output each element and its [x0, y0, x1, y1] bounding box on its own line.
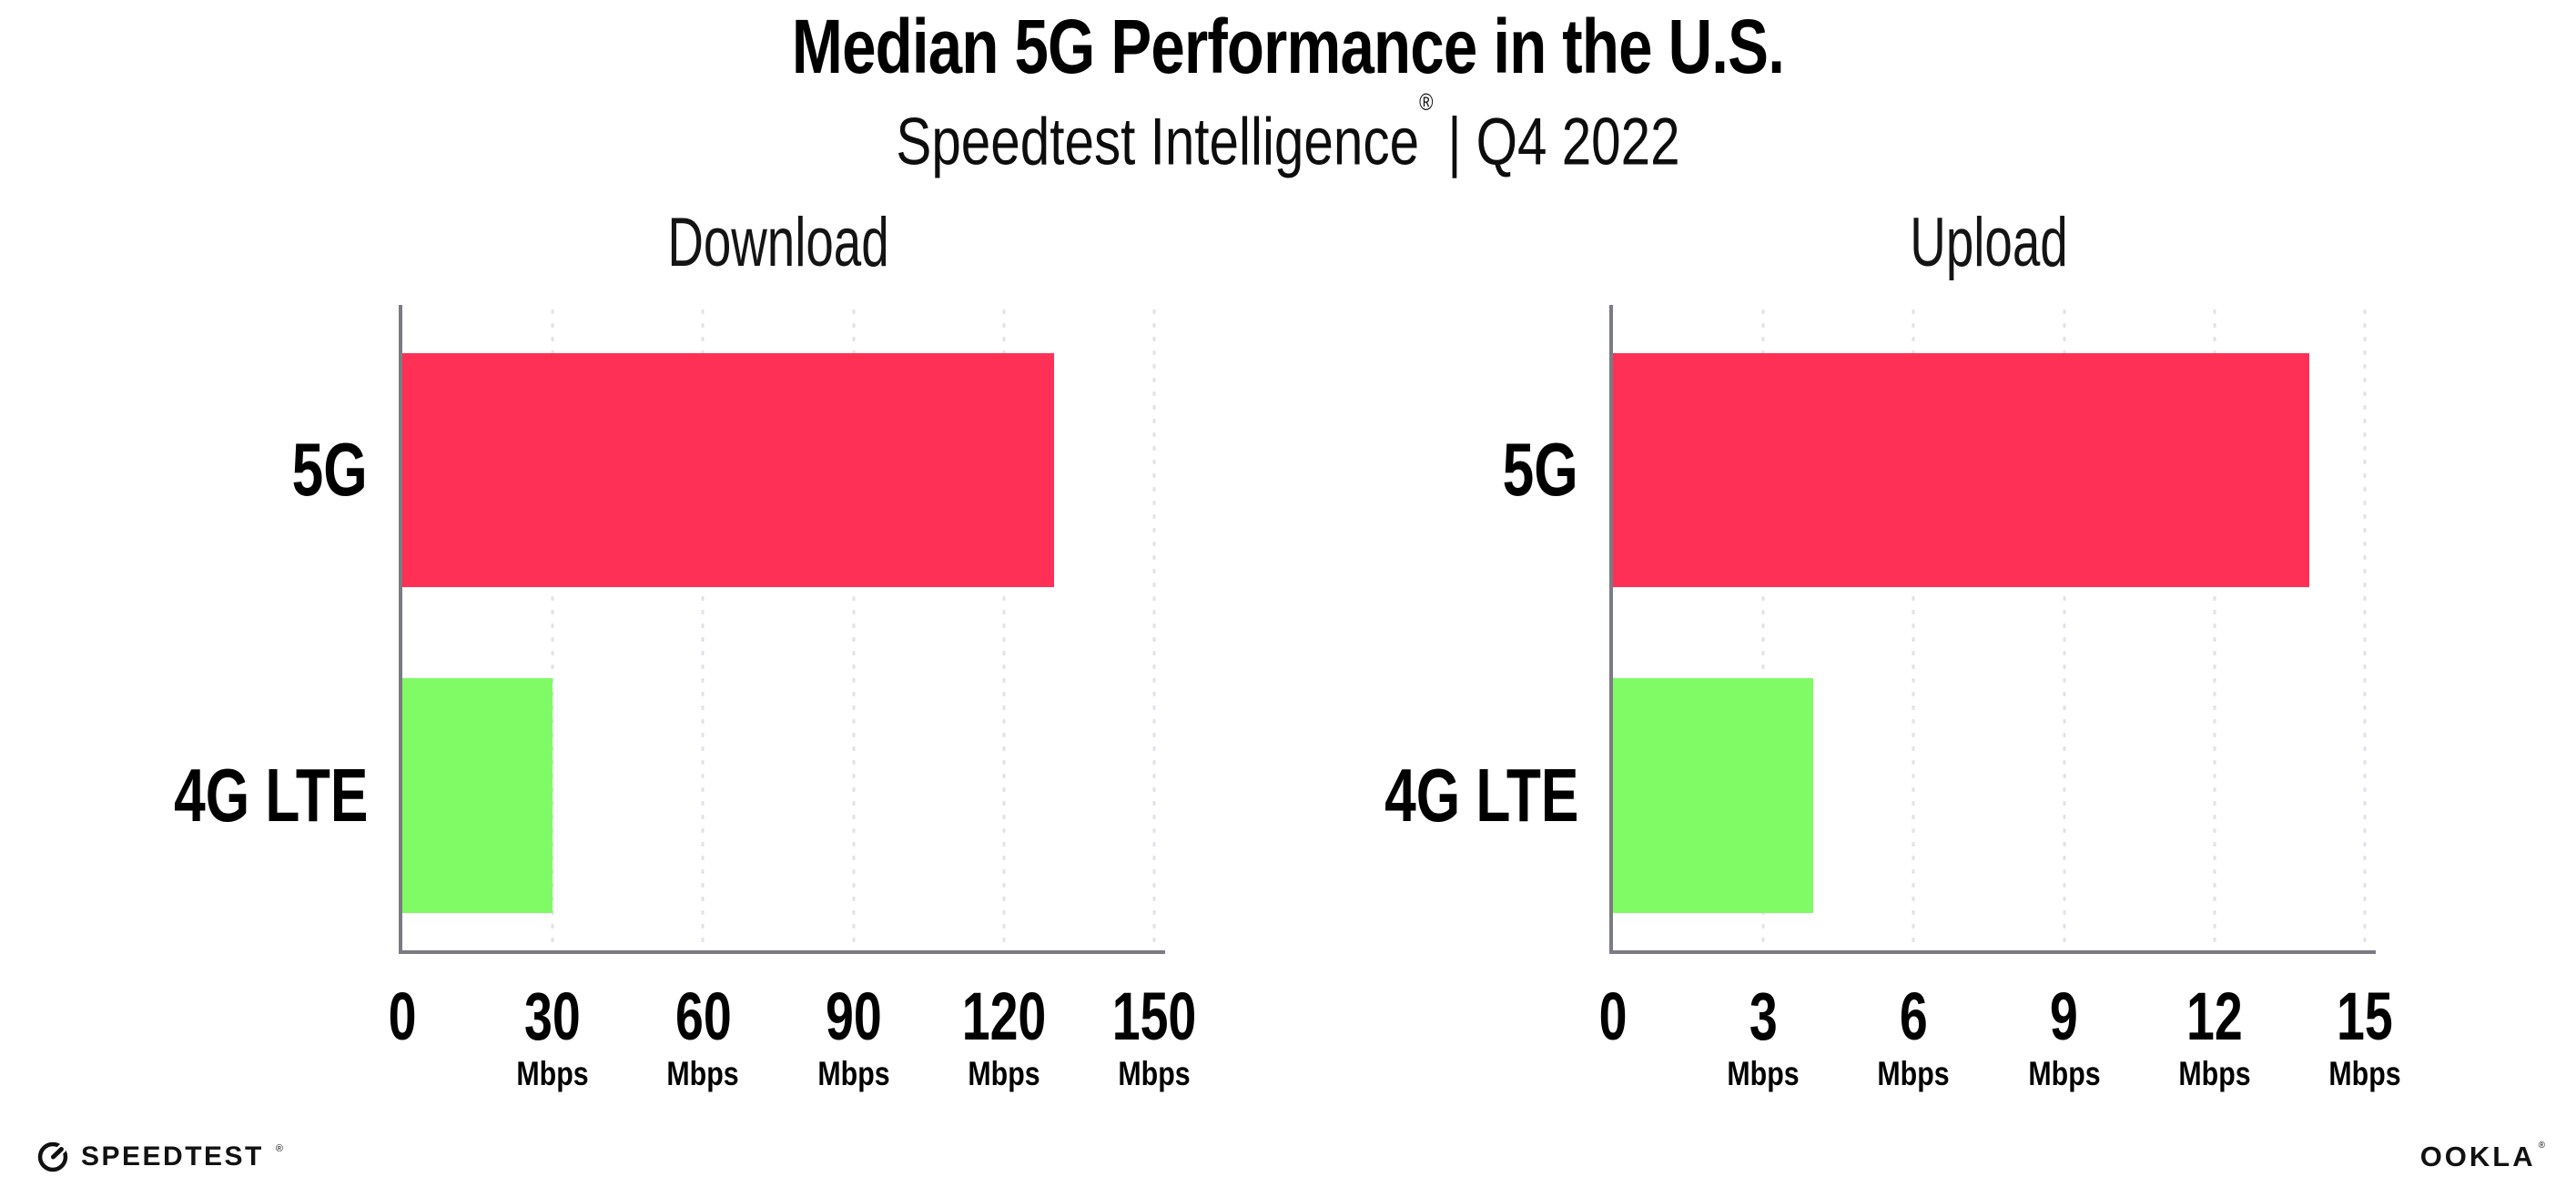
- axis-tick-unit: Mbps: [2027, 1055, 2101, 1092]
- ookla-registered-icon: ®: [2538, 1141, 2545, 1151]
- axis-tick-value: 3: [1749, 979, 1778, 1054]
- page-title: Median 5G Performance in the U.S.: [791, 4, 1785, 89]
- chart-title-download: Download: [667, 204, 889, 281]
- axis-tick-60: 60 Mbps: [659, 983, 747, 1092]
- category-label-4g-lte: 4G LTE: [173, 753, 368, 837]
- axis-tick-unit: Mbps: [1727, 1055, 1800, 1092]
- axis-tick-value: 15: [2337, 979, 2393, 1054]
- subtitle-brand: Speedtest Intelligence: [896, 105, 1420, 179]
- axis-tick-value: 0: [388, 979, 417, 1054]
- axis-tick-unit: Mbps: [2178, 1055, 2251, 1092]
- axis-tick-30: 30 Mbps: [509, 983, 597, 1092]
- gridline-15: [2363, 305, 2367, 950]
- x-axis-line: [1609, 950, 2376, 954]
- speedtest-wordmark: SPEEDTEST: [81, 1141, 264, 1172]
- axis-tick-0: 0: [383, 983, 421, 1050]
- axis-tick-0: 0: [1594, 983, 1631, 1050]
- axis-tick-9: 9 Mbps: [2020, 983, 2108, 1092]
- category-label-5g: 5G: [291, 427, 368, 512]
- gridline-120: [1002, 305, 1006, 950]
- axis-tick-150: 150 Mbps: [1098, 983, 1210, 1092]
- ookla-logo: OOKLA ®: [2419, 1141, 2545, 1172]
- speedtest-gauge-icon: [37, 1141, 68, 1172]
- subtitle-separator: |: [1447, 105, 1462, 179]
- gridline-9: [2063, 305, 2066, 950]
- axis-tick-unit: Mbps: [516, 1055, 589, 1092]
- gridline-6: [1912, 305, 1915, 950]
- gridline-150: [1152, 305, 1156, 950]
- axis-tick-unit: Mbps: [1118, 1055, 1191, 1092]
- axis-tick-3: 3 Mbps: [1719, 983, 1808, 1092]
- bar-4g-lte: [1613, 678, 1814, 913]
- x-axis-line: [399, 950, 1165, 954]
- gridline-30: [551, 305, 554, 950]
- axis-tick-15: 15 Mbps: [2321, 983, 2409, 1092]
- axis-tick-value: 120: [961, 979, 1047, 1054]
- speedtest-registered-icon: ®: [275, 1143, 283, 1154]
- axis-tick-value: 9: [2050, 979, 2079, 1054]
- axis-tick-value: 150: [1111, 979, 1197, 1054]
- gridline-90: [852, 305, 856, 950]
- axis-tick-120: 120 Mbps: [948, 983, 1060, 1092]
- axis-tick-6: 6 Mbps: [1870, 983, 1958, 1092]
- bar-5g: [1613, 353, 2310, 587]
- bar-5g: [402, 353, 1054, 587]
- category-label-5g: 5G: [1502, 427, 1578, 512]
- category-label-4g-lte: 4G LTE: [1384, 753, 1578, 837]
- chart-download: Download 5G 4G LTE 0 30 Mbps 60 Mbps 90 Mbps 120 M…: [174, 207, 1197, 1092]
- axis-tick-unit: Mbps: [666, 1055, 740, 1092]
- ookla-wordmark: OOKLA: [2419, 1141, 2536, 1172]
- axis-tick-unit: Mbps: [2328, 1055, 2401, 1092]
- chart-upload: Upload 5G 4G LTE 0 3 Mbps 6 Mbps 9 Mbps 12 Mbps 15 M…: [1384, 207, 2401, 1092]
- chart-title-upload: Upload: [1910, 204, 2068, 281]
- axis-tick-value: 90: [825, 979, 882, 1054]
- axis-tick-value: 12: [2186, 979, 2243, 1054]
- page-subtitle: Speedtest Intelligence® | Q4 2022: [896, 88, 1680, 180]
- axis-tick-unit: Mbps: [816, 1055, 890, 1092]
- gridline-12: [2213, 305, 2216, 950]
- gridline-3: [1761, 305, 1765, 950]
- axis-tick-value: 30: [524, 979, 582, 1054]
- axis-tick-value: 60: [674, 979, 732, 1054]
- subtitle-period: Q4 2022: [1476, 105, 1680, 179]
- axis-tick-90: 90 Mbps: [809, 983, 898, 1092]
- bar-4g-lte: [402, 678, 553, 913]
- gridline-60: [701, 305, 705, 950]
- axis-tick-value: 0: [1598, 979, 1628, 1054]
- registered-trademark-icon: ®: [1419, 88, 1434, 116]
- axis-tick-12: 12 Mbps: [2170, 983, 2258, 1092]
- speedtest-logo: SPEEDTEST ®: [36, 1139, 283, 1175]
- axis-tick-value: 6: [1899, 979, 1928, 1054]
- axis-tick-unit: Mbps: [1877, 1055, 1951, 1092]
- axis-tick-unit: Mbps: [968, 1055, 1040, 1092]
